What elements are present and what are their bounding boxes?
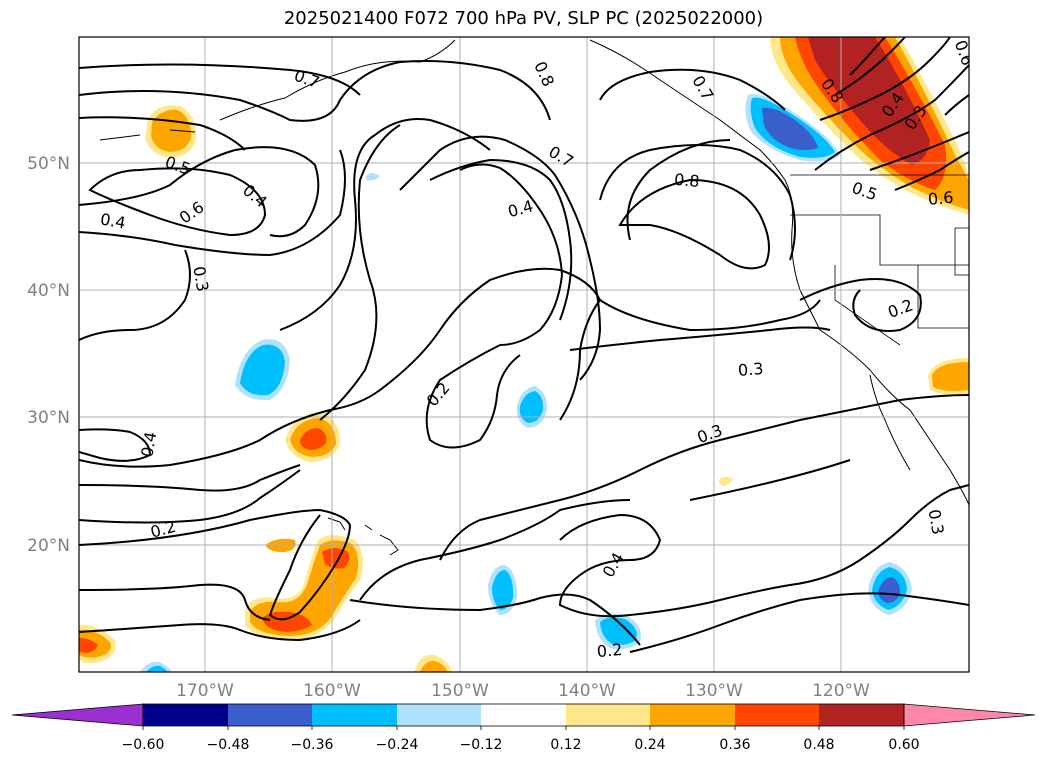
colorbar-bin bbox=[228, 704, 312, 726]
lon-label-160w: 160°W bbox=[303, 681, 361, 701]
colorbar-bin bbox=[397, 704, 481, 726]
map-title: 2025021400 F072 700 hPa PV, SLP PC (2025… bbox=[283, 8, 764, 29]
colorbar-tick-label: 0.48 bbox=[803, 737, 834, 753]
lon-label-170w: 170°W bbox=[176, 681, 234, 701]
grid bbox=[79, 37, 969, 672]
latitude-labels: 50°N 40°N 30°N 20°N bbox=[27, 154, 70, 556]
colorbar-tick-label: −0.12 bbox=[460, 737, 503, 753]
colorbar-bin bbox=[143, 704, 228, 726]
positive-anomaly-tiny bbox=[718, 476, 733, 486]
colorbar-tick-label: −0.48 bbox=[207, 737, 250, 753]
negative-anomaly-tiny bbox=[366, 173, 380, 181]
pv-shading bbox=[79, 37, 969, 672]
colorbar-tick-label: −0.24 bbox=[376, 737, 419, 753]
lon-label-120w: 120°W bbox=[812, 681, 870, 701]
longitude-labels: 170°W 160°W 150°W 140°W 130°W 120°W bbox=[176, 681, 870, 701]
lat-label-40n: 40°N bbox=[27, 281, 70, 301]
colorbar-extend-high bbox=[903, 703, 1036, 727]
positive-anomaly-east bbox=[932, 362, 969, 391]
contour-label: 0.3 bbox=[189, 265, 212, 293]
contour-label: 0.3 bbox=[737, 359, 764, 380]
colorbar-bin bbox=[819, 704, 904, 726]
colorbar-bin bbox=[735, 704, 819, 726]
negative-anomaly-central bbox=[519, 391, 544, 423]
colorbar: −0.60 −0.48 −0.36 −0.24 −0.12 0.12 0.24 … bbox=[11, 703, 1036, 753]
contour-label: 0.3 bbox=[925, 508, 948, 536]
colorbar-extend-low bbox=[11, 703, 144, 727]
slp-contours bbox=[79, 37, 969, 653]
negative-anomaly-south bbox=[492, 570, 514, 610]
colorbar-tick-label: 0.12 bbox=[550, 737, 581, 753]
negative-anomaly-bottom bbox=[146, 665, 167, 672]
negative-anomaly-southeast bbox=[878, 577, 901, 603]
colorbar-bin bbox=[481, 704, 566, 726]
colorbar-tick-label: 0.24 bbox=[634, 737, 665, 753]
positive-anomaly-west bbox=[300, 428, 327, 450]
colorbar-tick-label: 0.60 bbox=[888, 737, 919, 753]
colorbar-tick-label: −0.60 bbox=[122, 737, 165, 753]
contour-label: 0.6 bbox=[927, 188, 954, 209]
lon-label-140w: 140°W bbox=[558, 681, 616, 701]
contour-label: 0.8 bbox=[673, 170, 700, 191]
negative-anomaly-west bbox=[240, 344, 285, 396]
positive-anomaly-southwest bbox=[79, 638, 98, 653]
lat-label-30n: 30°N bbox=[27, 408, 70, 428]
colorbar-tick-label: −0.36 bbox=[291, 737, 334, 753]
positive-anomaly-bottom bbox=[420, 660, 447, 672]
colorbar-frame bbox=[142, 703, 905, 727]
negative-anomaly-south bbox=[600, 617, 637, 645]
contour-label: 0.2 bbox=[596, 640, 623, 661]
colorbar-bin bbox=[566, 704, 650, 726]
colorbar-bin bbox=[312, 704, 397, 726]
contour-label: 0.4 bbox=[137, 430, 160, 458]
map-frame bbox=[78, 36, 970, 673]
lat-label-50n: 50°N bbox=[27, 154, 70, 174]
colorbar-bin bbox=[650, 704, 735, 726]
contour-label: 0.4 bbox=[99, 209, 127, 232]
negative-anomaly-north bbox=[762, 107, 818, 150]
colorbar-tick-label: 0.36 bbox=[719, 737, 750, 753]
lon-label-130w: 130°W bbox=[685, 681, 743, 701]
positive-anomaly-hawaii bbox=[262, 611, 312, 632]
lat-label-20n: 20°N bbox=[27, 536, 70, 556]
lon-label-150w: 150°W bbox=[431, 681, 489, 701]
